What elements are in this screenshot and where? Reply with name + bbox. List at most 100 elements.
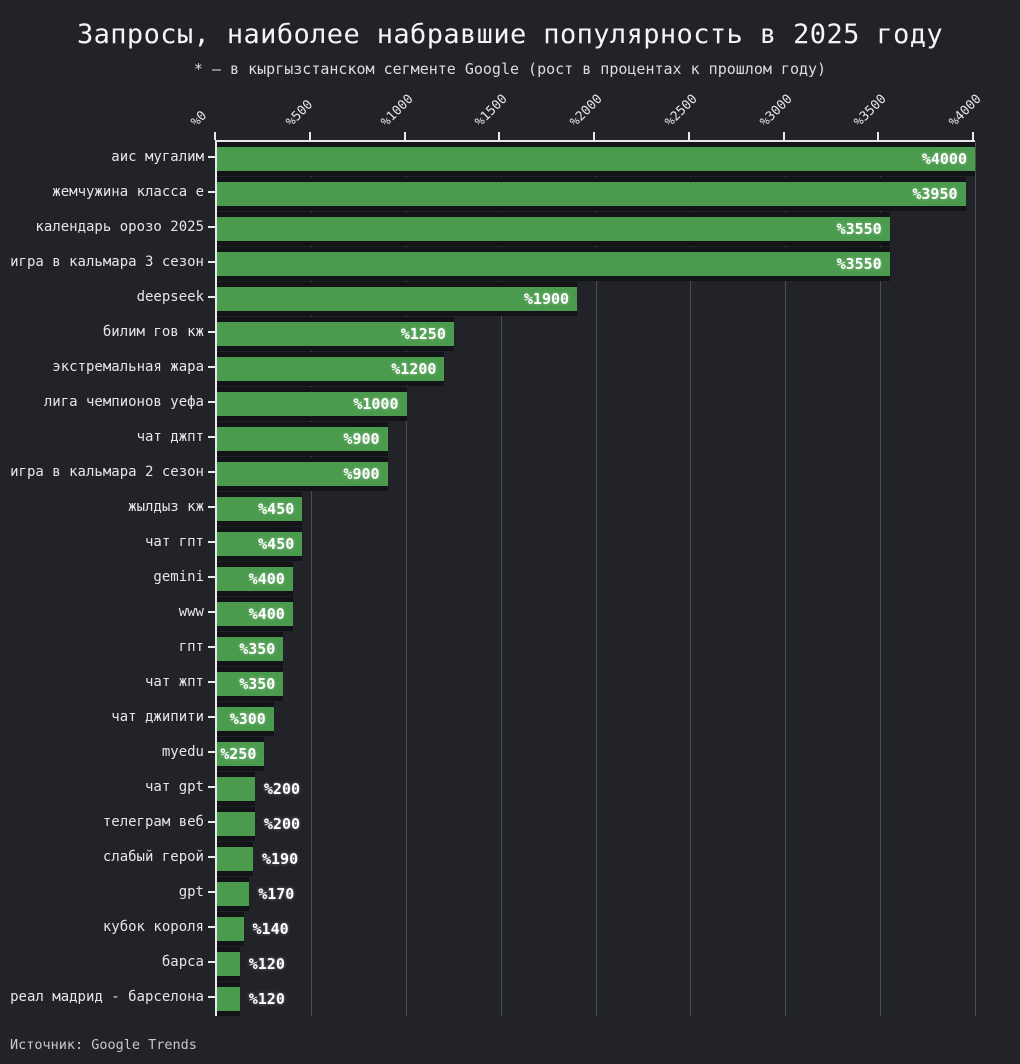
bar xyxy=(217,282,578,317)
bar xyxy=(217,492,303,527)
gridline xyxy=(311,142,313,1016)
bar xyxy=(217,527,303,562)
bar-row: %120 xyxy=(217,981,975,1016)
bar xyxy=(217,212,890,247)
x-tick xyxy=(972,132,974,140)
bar-row: %200 xyxy=(217,806,975,841)
bar-row: %3550 xyxy=(217,247,975,282)
y-tick xyxy=(208,925,215,928)
x-tick xyxy=(687,132,690,140)
bar-value-label: %350 xyxy=(239,639,276,658)
bar xyxy=(217,841,253,876)
x-tick xyxy=(214,132,216,140)
plot-area: %4000 %3950 %3550 %3550 %1900 %1250 %1200 %1000… xyxy=(215,140,976,1016)
bar-row: %140 xyxy=(217,911,975,946)
bar-value-label: %1200 xyxy=(391,360,437,379)
y-tick xyxy=(208,576,215,578)
bar-row: %170 xyxy=(217,876,975,911)
bar xyxy=(217,247,890,282)
bar-value-label: %900 xyxy=(343,430,380,449)
category-label: жылдыз кж xyxy=(128,499,204,516)
category-label: барса xyxy=(161,953,204,970)
bar xyxy=(217,806,255,841)
bar-row: %1250 xyxy=(217,317,975,352)
y-tick xyxy=(208,401,215,404)
x-tick-label: %500 xyxy=(283,97,316,130)
chart-subtitle: * — в кыргызстанском сегменте Google (ро… xyxy=(193,60,827,78)
y-tick xyxy=(208,750,215,753)
category-label: gpt xyxy=(178,883,204,900)
bar xyxy=(217,736,265,771)
category-label: игра в кальмара 3 сезон xyxy=(10,254,204,271)
x-tick-label: %3500 xyxy=(851,91,890,130)
bar-value-label: %900 xyxy=(343,465,380,484)
bar xyxy=(217,771,255,806)
bar-row: %400 xyxy=(217,596,975,631)
y-tick xyxy=(208,785,215,788)
category-label: gemini xyxy=(153,569,204,585)
y-tick xyxy=(208,890,215,893)
bar-row: %400 xyxy=(217,561,975,597)
bar-value-label: %450 xyxy=(258,535,295,554)
gridline xyxy=(785,142,786,1016)
source-note: Источник: Google Trends xyxy=(10,1037,197,1053)
bar xyxy=(217,422,388,457)
x-tick-label: %1000 xyxy=(377,91,417,130)
bar xyxy=(217,981,240,1016)
bar-row: %190 xyxy=(217,841,975,876)
bar xyxy=(217,317,454,352)
gridline xyxy=(406,142,407,1016)
category-label: экстремальная жара xyxy=(52,359,204,376)
category-label: лига чемпионов уефа xyxy=(43,394,204,411)
bar-row: %200 xyxy=(217,771,975,806)
x-tick xyxy=(877,132,880,140)
category-label: билим гов кж xyxy=(102,324,204,341)
bar-value-label: %400 xyxy=(248,569,285,588)
x-tick xyxy=(593,132,595,140)
bar xyxy=(217,387,407,422)
y-tick xyxy=(208,366,215,369)
bar-value-label: %120 xyxy=(248,954,285,973)
x-tick-label: %4000 xyxy=(946,91,985,130)
y-axis-labels: аис мугалим жемчужина класса е календарь о… xyxy=(0,140,215,1014)
bar-value-label: %1250 xyxy=(400,325,446,344)
x-tick xyxy=(308,132,311,140)
category-label: жемчужина класса е xyxy=(52,184,204,201)
bar-row: %350 xyxy=(217,666,975,701)
y-tick xyxy=(208,261,215,264)
bar-row: %900 xyxy=(217,422,975,457)
x-tick-label: %2500 xyxy=(662,91,701,130)
bar-value-label: %190 xyxy=(262,849,299,868)
category-label: аис мугалим xyxy=(111,149,204,166)
bar-value-label: %120 xyxy=(248,989,285,1008)
category-label: игра в кальмара 2 сезон xyxy=(10,464,204,481)
bar-row: %350 xyxy=(217,631,975,666)
category-label: кубок короля xyxy=(102,918,204,935)
category-label: чат джипити xyxy=(111,708,204,725)
y-tick xyxy=(208,436,215,439)
bar-value-label: %200 xyxy=(263,814,301,833)
bar-row: %450 xyxy=(217,527,975,562)
bar-value-label: %1000 xyxy=(353,395,399,414)
bar xyxy=(217,142,975,177)
bar xyxy=(217,876,250,911)
bar xyxy=(217,352,445,387)
category-label: www xyxy=(178,603,204,620)
x-tick-label: %0 xyxy=(188,108,211,130)
category-label: deepseek xyxy=(136,289,204,306)
category-label: телеграм веб xyxy=(102,813,204,830)
chart-title: Запросы, наиболее набравшие популярность… xyxy=(76,19,944,50)
category-label: слабый герой xyxy=(102,848,204,865)
y-tick xyxy=(208,331,215,334)
category-label: чат джпт xyxy=(136,429,204,446)
bar xyxy=(217,457,388,492)
category-label: чат жпт xyxy=(144,673,204,690)
bar xyxy=(217,631,284,666)
bar xyxy=(217,701,274,736)
y-tick xyxy=(208,715,215,718)
bar-row: %3950 xyxy=(217,177,975,212)
y-tick xyxy=(208,156,215,159)
bar-row: %120 xyxy=(217,946,975,981)
bar-value-label: %3950 xyxy=(912,185,958,204)
